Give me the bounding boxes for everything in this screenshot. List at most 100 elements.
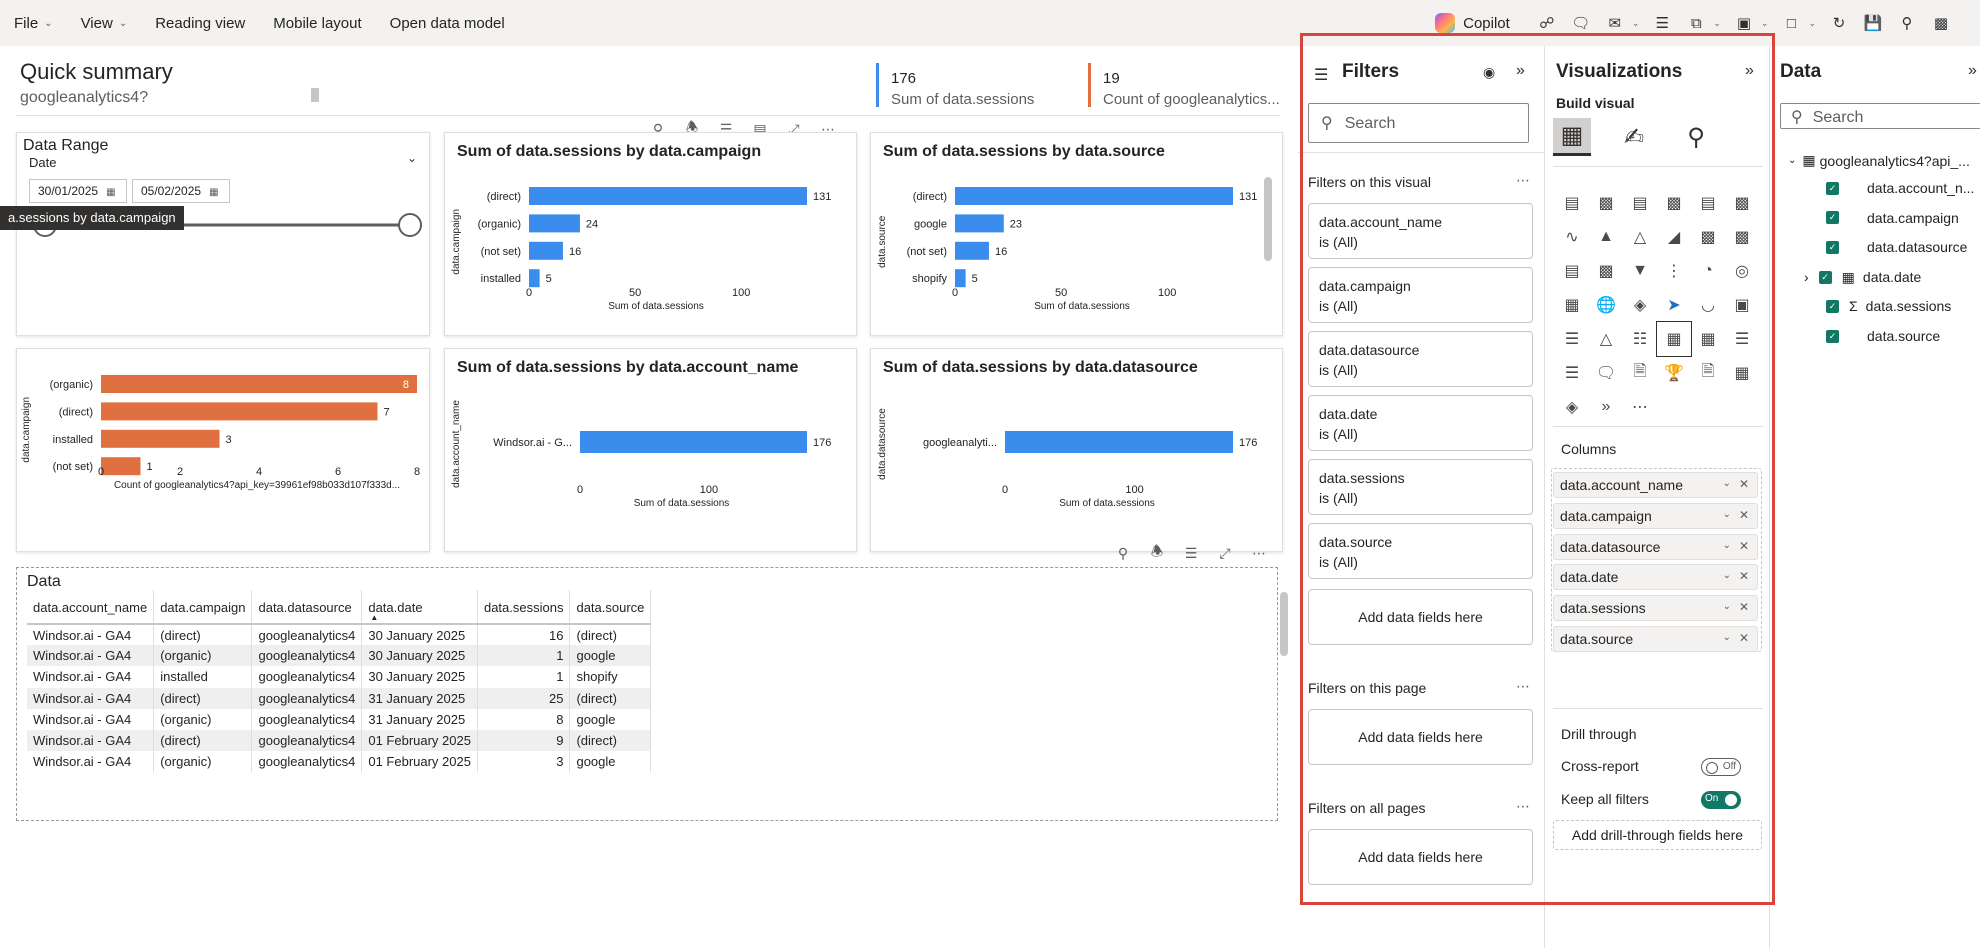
stacked-column-chart-icon[interactable]: ▩: [1598, 195, 1614, 212]
add-visual-filter-well[interactable]: Add data fields here: [1308, 589, 1533, 645]
table-row[interactable]: Windsor.ai - GA4 (organic) googleanalytics…: [27, 645, 652, 667]
filled-map-icon[interactable]: ◈: [1633, 297, 1647, 314]
more-options-icon[interactable]: ⋯: [1516, 678, 1530, 694]
focus-mode-icon[interactable]: ⤢: [788, 120, 800, 137]
format-visual-tab-icon[interactable]: ✍: [1623, 123, 1645, 151]
data-field-item[interactable]: ✓ data.datasource: [1826, 239, 1967, 255]
kpi-icon[interactable]: △: [1599, 331, 1613, 348]
chart-count-by-campaign[interactable]: data.campaign (organic) 8 (direct) 7 installe…: [16, 348, 430, 552]
bar[interactable]: [1005, 431, 1233, 453]
bar[interactable]: [580, 431, 807, 453]
range-slider[interactable]: [17, 133, 431, 337]
collapse-icon[interactable]: »: [1968, 62, 1977, 79]
end-date-input[interactable]: 05/02/2025 ▦: [132, 179, 230, 203]
cross-report-toggle[interactable]: Off: [1701, 758, 1741, 776]
card-icon[interactable]: ▣: [1734, 297, 1750, 314]
100-area-chart-icon[interactable]: ◢: [1667, 229, 1681, 246]
remove-icon[interactable]: ✕: [1738, 631, 1749, 645]
bar[interactable]: [955, 241, 989, 260]
goals-icon[interactable]: 🏆: [1664, 365, 1684, 382]
filter-card[interactable]: data.sessions is (All): [1308, 459, 1533, 515]
table-row[interactable]: Windsor.ai - GA4 (direct) googleanalytics4…: [27, 729, 652, 752]
line-chart-icon[interactable]: ∿: [1565, 229, 1579, 246]
waterfall-chart-icon[interactable]: ▩: [1598, 263, 1614, 280]
chevron-down-icon[interactable]: ⌄: [1722, 570, 1731, 582]
100-column-chart-icon[interactable]: ▩: [1734, 195, 1750, 212]
present-icon[interactable]: ▣: [1736, 15, 1751, 32]
donut-chart-icon[interactable]: ◎: [1735, 263, 1749, 280]
window-icon[interactable]: □: [1786, 14, 1796, 32]
comment-icon[interactable]: 🗨: [1571, 15, 1591, 32]
pin-icon[interactable]: ⚲: [1901, 15, 1913, 32]
bar[interactable]: [955, 269, 966, 288]
menu-item[interactable]: Mobile layout: [259, 0, 375, 46]
chevron-down-icon[interactable]: ⌄: [406, 151, 417, 165]
data-field-item[interactable]: › ✓ ▦ data.date: [1804, 269, 1921, 286]
filter-search-input[interactable]: ⚲ Search: [1308, 103, 1529, 143]
ribbon-chart-icon[interactable]: ▤: [1564, 263, 1580, 280]
line-clustered-column-icon[interactable]: ▩: [1734, 229, 1750, 246]
column-pill[interactable]: data.campaign ⌄ ✕: [1553, 502, 1758, 529]
bell-icon[interactable]: 🕭: [685, 119, 699, 135]
chevron-down-icon[interactable]: ⌄: [1722, 539, 1731, 551]
collapse-icon[interactable]: »: [1516, 62, 1525, 79]
date-slicer[interactable]: Data Range Date ⌄ 30/01/2025 ▦ 05/02/2025…: [16, 132, 430, 336]
share-icon[interactable]: ⧉: [1691, 14, 1702, 32]
column-pill[interactable]: data.sessions ⌄ ✕: [1553, 595, 1758, 622]
clustered-column-chart-icon[interactable]: ▩: [1666, 195, 1682, 212]
calendar-icon[interactable]: ▦: [106, 187, 116, 198]
menu-item[interactable]: File ⌄: [0, 0, 67, 46]
chevron-right-icon[interactable]: ›: [1804, 269, 1809, 286]
table-column-header[interactable]: data.account_name: [27, 590, 155, 625]
100-bar-chart-icon[interactable]: ▤: [1700, 195, 1716, 212]
remove-icon[interactable]: ✕: [1738, 538, 1749, 553]
table-row[interactable]: Windsor.ai - GA4 (direct) googleanalytics4…: [27, 624, 652, 646]
checkbox-icon[interactable]: ✓: [1826, 329, 1839, 343]
chart-sessions-by-account[interactable]: Sum of data.sessions by data.account_nam…: [444, 348, 857, 552]
bell-icon[interactable]: 🕭: [1150, 543, 1164, 559]
add-page-filter-well[interactable]: Add data fields here: [1308, 709, 1533, 765]
menu-item[interactable]: Open data model: [376, 0, 519, 46]
filter-card[interactable]: data.date is (All): [1308, 395, 1533, 451]
decomposition-tree-icon[interactable]: ☰: [1564, 365, 1580, 382]
chevron-down-icon[interactable]: ⌄: [1760, 17, 1769, 28]
table-column-header[interactable]: data.sessions: [477, 590, 571, 625]
copilot-button[interactable]: Copilot: [1435, 13, 1510, 33]
table-scrollbar[interactable]: [1280, 592, 1288, 656]
more-options-icon[interactable]: ⋯: [1516, 172, 1530, 188]
remove-icon[interactable]: ✕: [1738, 569, 1749, 584]
focus-mode-icon[interactable]: ⤢: [1219, 544, 1231, 561]
table-row[interactable]: Windsor.ai - GA4 (organic) googleanalytics…: [27, 708, 652, 730]
map-icon[interactable]: 🌐: [1596, 297, 1616, 314]
remove-icon[interactable]: ✕: [1738, 507, 1749, 522]
menu-item[interactable]: View ⌄: [67, 0, 142, 46]
bar[interactable]: [101, 375, 417, 393]
multi-row-card-icon[interactable]: ☰: [1564, 331, 1580, 348]
chart-sessions-by-source[interactable]: Sum of data.sessions by data.source data…: [870, 132, 1283, 336]
more-options-icon[interactable]: ⋯: [1252, 544, 1266, 561]
chart-scrollbar[interactable]: [1264, 177, 1272, 261]
build-visual-tab-icon[interactable]: ▦: [1553, 118, 1591, 156]
column-pill[interactable]: data.account_name ⌄ ✕: [1553, 472, 1758, 498]
bar[interactable]: [101, 402, 378, 421]
menu-item[interactable]: Reading view: [141, 0, 259, 46]
filter-card[interactable]: data.source is (All): [1308, 523, 1533, 579]
matrix-icon[interactable]: ▦: [1700, 331, 1716, 348]
teams-icon[interactable]: ▩: [1933, 15, 1949, 32]
chevron-down-icon[interactable]: ⌄: [1788, 155, 1797, 166]
chevron-down-icon[interactable]: ⌄: [1722, 478, 1731, 489]
data-table-node[interactable]: ⌄ ▦ googleanalytics4?api_...: [1788, 152, 1970, 169]
more-options-icon[interactable]: ⋯: [1516, 798, 1530, 814]
data-field-item[interactable]: ✓ data.source: [1826, 328, 1940, 344]
drill-through-well[interactable]: Add drill-through fields here: [1553, 820, 1762, 850]
chart-sessions-by-datasource[interactable]: Sum of data.sessions by data.datasource …: [870, 348, 1283, 552]
bar[interactable]: [955, 214, 1004, 233]
scatter-chart-icon[interactable]: ⋮: [1666, 263, 1682, 280]
remove-icon[interactable]: ✕: [1738, 600, 1749, 615]
checkbox-icon[interactable]: ✓: [1826, 240, 1839, 254]
start-date-input[interactable]: 30/01/2025 ▦: [29, 179, 127, 203]
chevron-down-icon[interactable]: ⌄: [1808, 17, 1816, 28]
sort-ascending-icon[interactable]: ▲: [370, 613, 379, 622]
bar[interactable]: [101, 457, 141, 476]
